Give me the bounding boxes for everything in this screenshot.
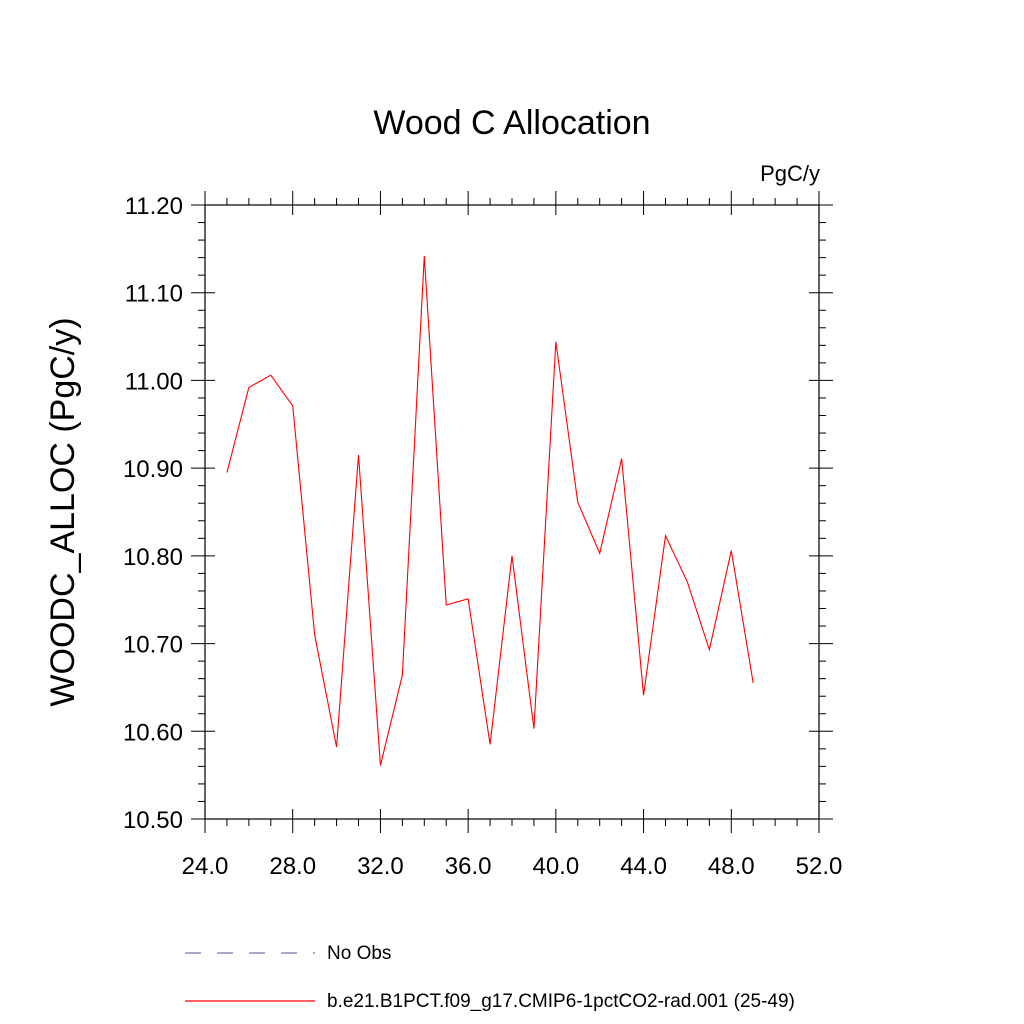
y-tick-label: 10.60	[123, 719, 183, 746]
y-tick-label: 11.20	[125, 193, 183, 220]
x-tick-label: 28.0	[269, 853, 316, 880]
x-tick-label: 36.0	[445, 853, 492, 880]
units-label: PgC/y	[760, 161, 820, 186]
y-axis-label: WOODC_ALLOC (PgC/y)	[44, 317, 82, 706]
legend-entry-no-obs: No Obs	[185, 943, 391, 964]
y-tick-label: 10.70	[123, 632, 183, 659]
series-line	[226, 255, 754, 766]
x-tick-labels: 24.0 28.0 32.0 36.0 40.0 44.0 48.0 52.0	[182, 853, 843, 880]
x-tick-label: 32.0	[357, 853, 404, 880]
x-tick-label: 52.0	[796, 853, 843, 880]
chart-title: Wood C Allocation	[373, 104, 650, 142]
legend-label-no-obs: No Obs	[327, 943, 391, 964]
y-tick-labels: 10.50 10.60 10.70 10.80 10.90 11.00 11.10 11.20	[123, 193, 183, 834]
x-tick-label: 48.0	[708, 853, 755, 880]
x-tick-label: 44.0	[620, 853, 667, 880]
y-tick-label: 11.10	[125, 281, 183, 308]
x-tick-label: 40.0	[532, 853, 579, 880]
legend-entry-model-run: b.e21.B1PCT.f09_g17.CMIP6-1pctCO2-rad.00…	[185, 991, 795, 1012]
series-layer	[226, 255, 754, 766]
legend: No Obs b.e21.B1PCT.f09_g17.CMIP6-1pctCO2…	[185, 943, 795, 1012]
y-tick-label: 11.00	[125, 368, 183, 395]
y-tick-label: 10.50	[123, 807, 183, 834]
y-tick-label: 10.90	[123, 456, 183, 483]
y-tick-label: 10.80	[123, 544, 183, 571]
legend-label-model-run: b.e21.B1PCT.f09_g17.CMIP6-1pctCO2-rad.00…	[327, 991, 795, 1012]
plot-frame	[204, 204, 820, 820]
axis-ticks	[191, 191, 833, 833]
x-tick-label: 24.0	[182, 853, 229, 880]
